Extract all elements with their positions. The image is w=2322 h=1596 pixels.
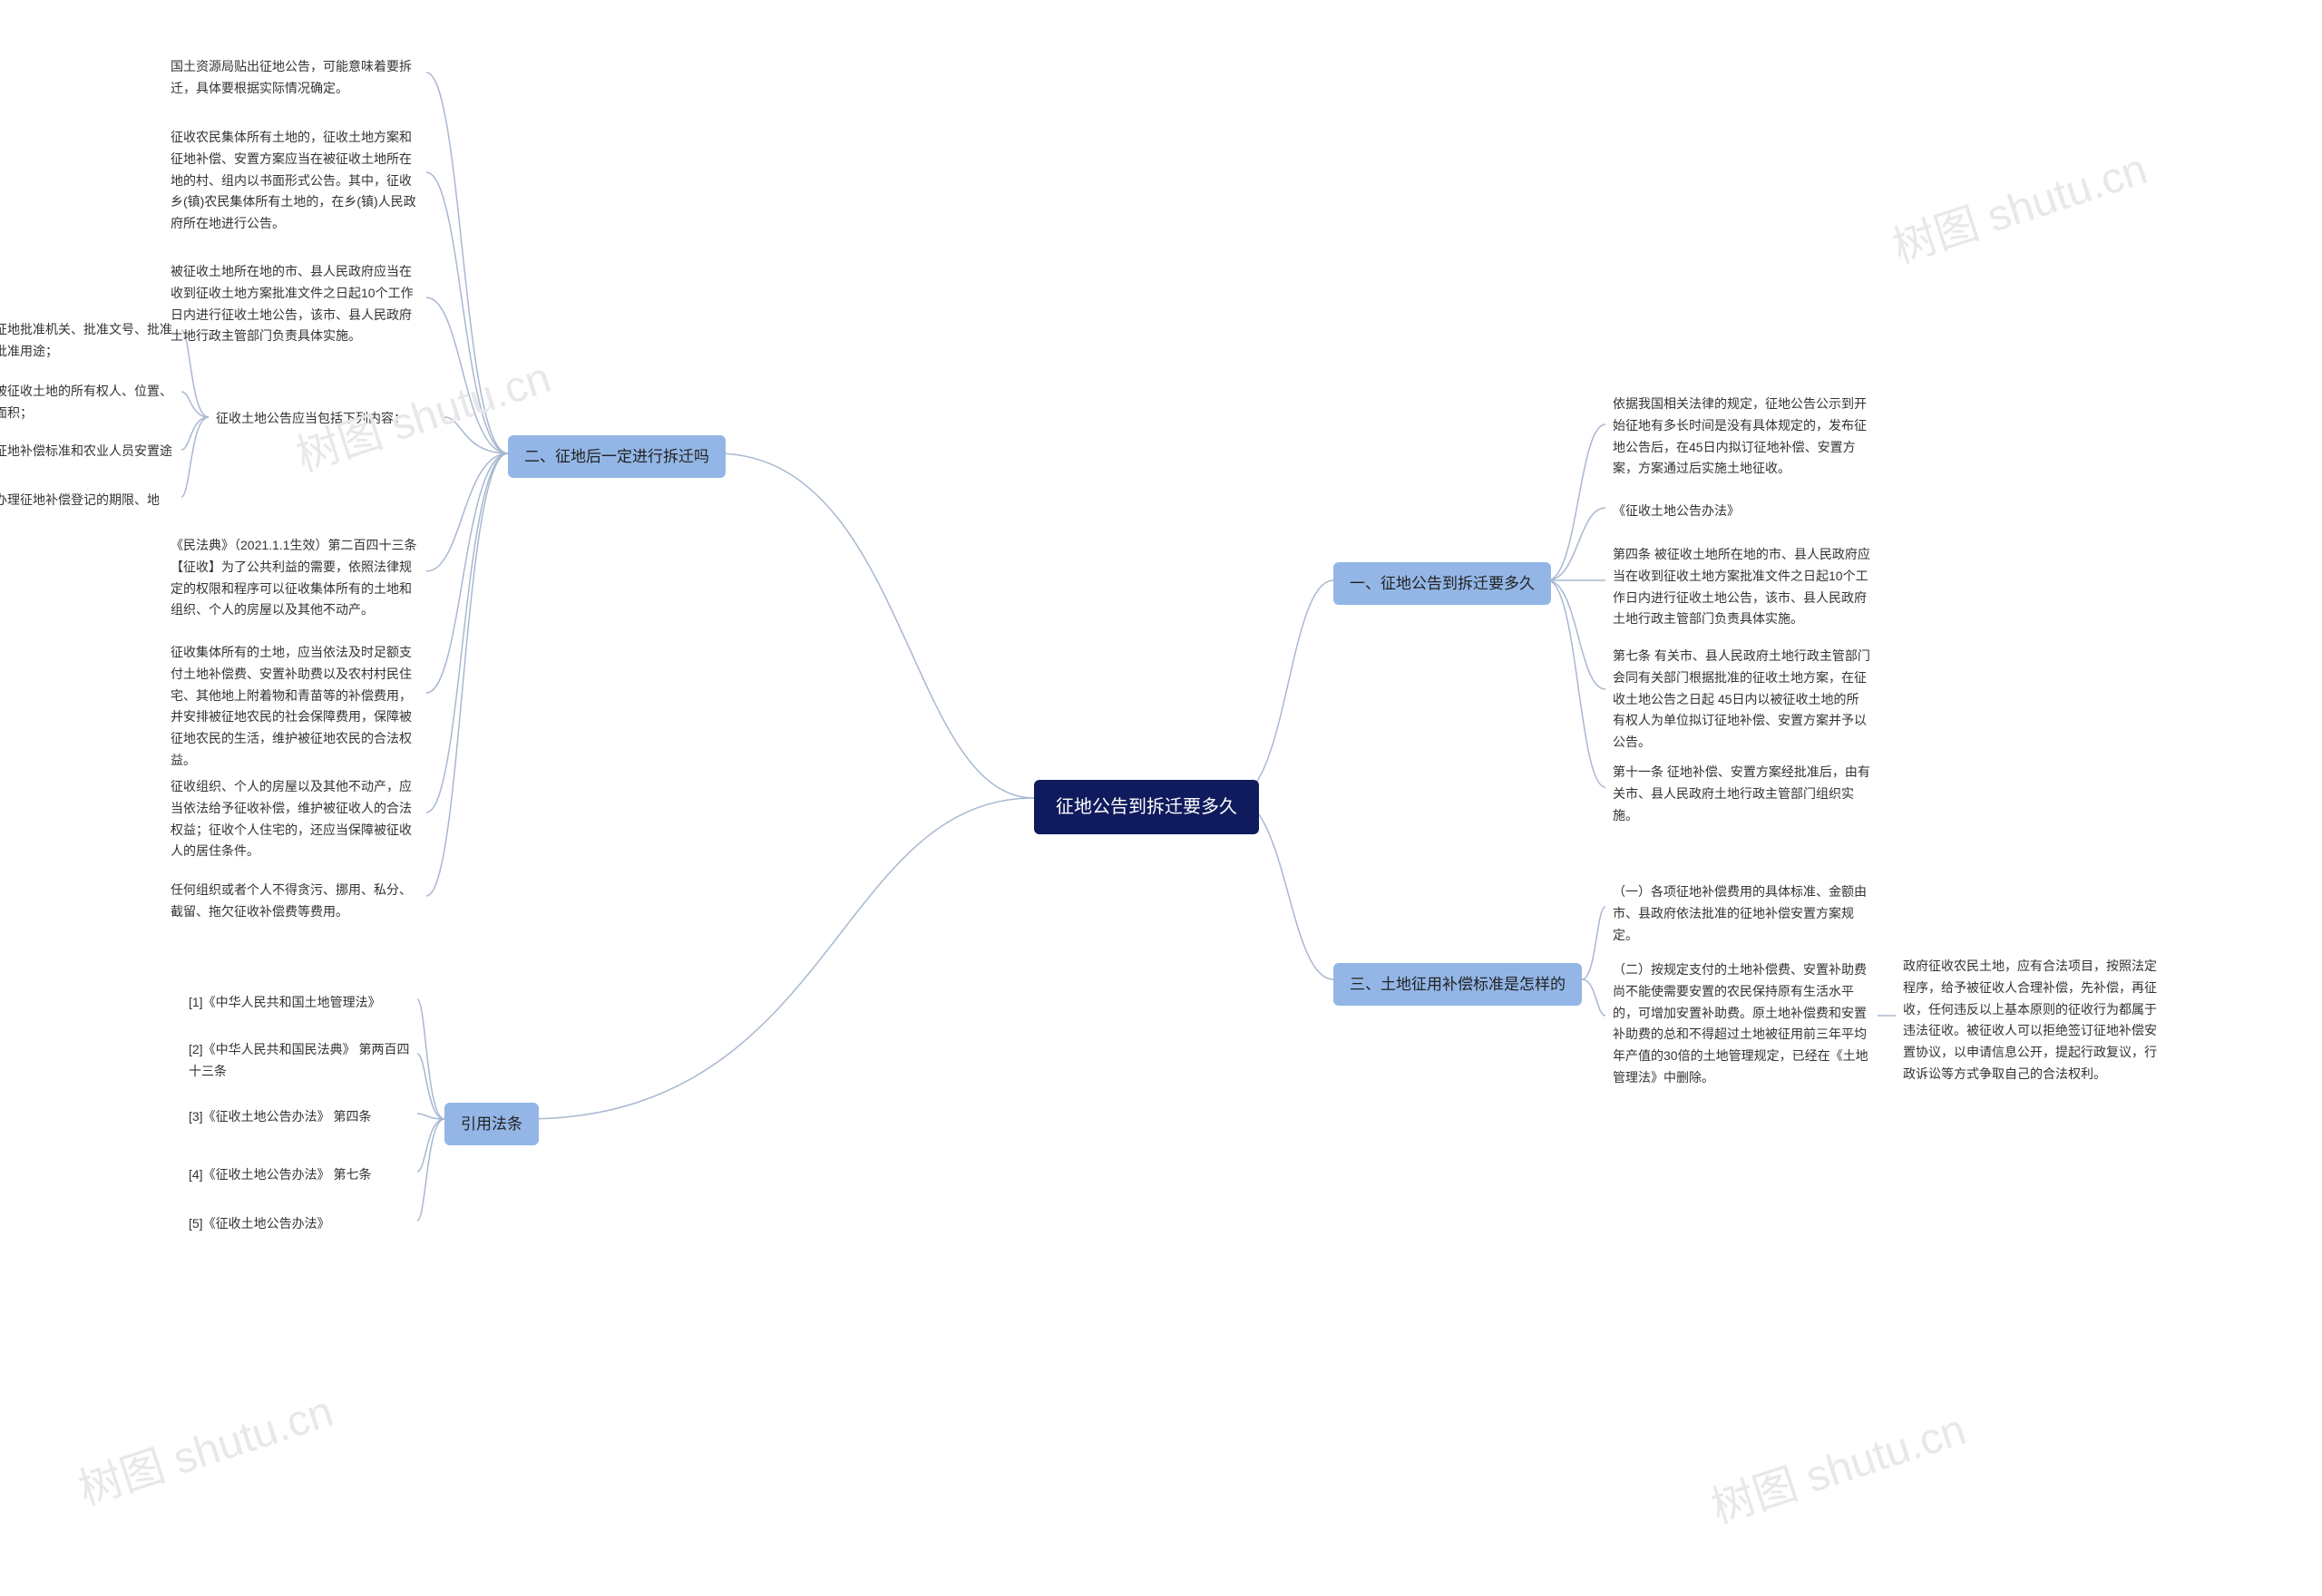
leaf-node: 征收土地公告应当包括下列内容： <box>209 404 414 433</box>
leaf-node: 被征收土地所在地的市、县人民政府应当在收到征收土地方案批准文件之日起10个工作日… <box>163 258 426 351</box>
branch-node: 三、土地征用补偿标准是怎样的 <box>1333 963 1582 1006</box>
subleaf-node: （二）被征收土地的所有权人、位置、地类和面积； <box>0 377 185 428</box>
leaf-node: [3]《征收土地公告办法》 第四条 <box>181 1103 378 1132</box>
leaf-node: 第十一条 征地补偿、安置方案经批准后，由有关市、县人民政府土地行政主管部门组织实… <box>1605 758 1878 830</box>
watermark: 树图 shutu.cn <box>69 1376 339 1517</box>
branch-node: 引用法条 <box>444 1103 539 1145</box>
leaf-node: [4]《征收土地公告办法》 第七条 <box>181 1161 378 1190</box>
leaf-node: 《民法典》（2021.1.1生效）第二百四十三条 【征收】为了公共利益的需要，依… <box>163 531 426 625</box>
watermark: 树图 shutu.cn <box>1883 133 2153 275</box>
leaf-node: [2]《中华人民共和国民法典》 第两百四十三条 <box>181 1036 417 1086</box>
watermark: 树图 shutu.cn <box>1702 1394 1972 1535</box>
leaf-node: 依据我国相关法律的规定，征地公告公示到开始征地有多长时间是没有具体规定的，发布征… <box>1605 390 1878 483</box>
branch-node: 二、征地后一定进行拆迁吗 <box>508 435 726 478</box>
leaf-node: 征收农民集体所有土地的，征收土地方案和征地补偿、安置方案应当在被征收土地所在地的… <box>163 123 426 238</box>
subleaf-node: 政府征收农民土地，应有合法项目，按照法定程序，给予被征收人合理补偿，先补偿，再征… <box>1896 952 2168 1089</box>
leaf-node: 国土资源局贴出征地公告，可能意味着要拆迁，具体要根据实际情况确定。 <box>163 53 426 103</box>
leaf-node: 任何组织或者个人不得贪污、挪用、私分、截留、拖欠征收补偿费等费用。 <box>163 876 426 927</box>
branch-node: 一、征地公告到拆迁要多久 <box>1333 562 1551 605</box>
leaf-node: 第七条 有关市、县人民政府土地行政主管部门会同有关部门根据批准的征收土地方案，在… <box>1605 642 1878 757</box>
subleaf-node: （四）办理征地补偿登记的期限、地点。 <box>0 486 185 537</box>
leaf-node: 《征收土地公告办法》 <box>1605 497 1747 526</box>
leaf-node: 征收组织、个人的房屋以及其他不动产，应当依法给予征收补偿，维护被征收人的合法权益… <box>163 773 426 866</box>
root-node: 征地公告到拆迁要多久 <box>1034 780 1259 834</box>
subleaf-node: （三）征地补偿标准和农业人员安置途径； <box>0 437 185 488</box>
leaf-node: 征收集体所有的土地，应当依法及时足额支付土地补偿费、安置补助费以及农村村民住宅、… <box>163 638 426 775</box>
leaf-node: 第四条 被征收土地所在地的市、县人民政府应当在收到征收土地方案批准文件之日起10… <box>1605 540 1878 634</box>
subleaf-node: （一）征地批准机关、批准文号、批准时间和批准用途； <box>0 316 185 366</box>
leaf-node: [1]《中华人民共和国土地管理法》 <box>181 988 388 1017</box>
leaf-node: （二）按规定支付的土地补偿费、安置补助费尚不能使需要安置的农民保持原有生活水平的… <box>1605 956 1878 1093</box>
leaf-node: [5]《征收土地公告办法》 <box>181 1210 337 1239</box>
leaf-node: （一）各项征地补偿费用的具体标准、金额由市、县政府依法批准的征地补偿安置方案规定… <box>1605 878 1878 949</box>
